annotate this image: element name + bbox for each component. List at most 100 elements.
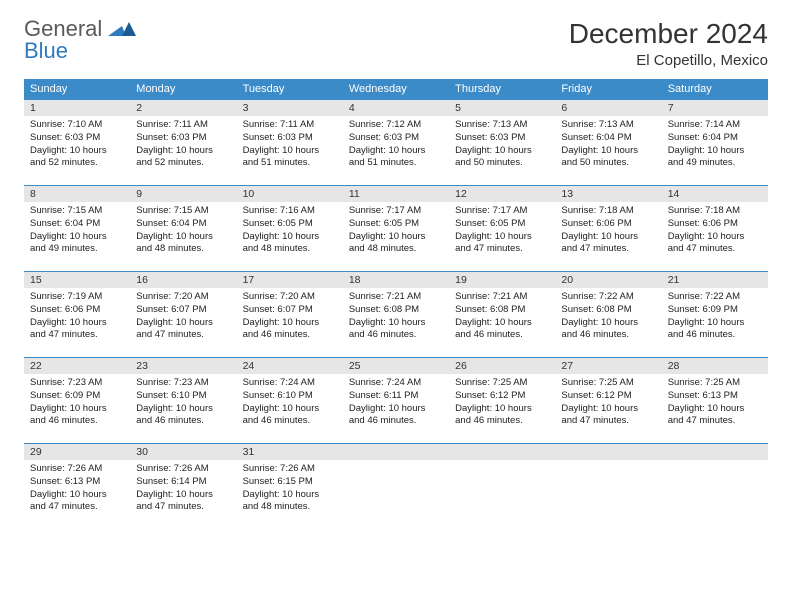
day-number: 22	[24, 358, 130, 374]
day-cell: 5Sunrise: 7:13 AMSunset: 6:03 PMDaylight…	[449, 100, 555, 186]
day-number: 11	[343, 186, 449, 202]
day-cell: 25Sunrise: 7:24 AMSunset: 6:11 PMDayligh…	[343, 358, 449, 444]
day-number: 26	[449, 358, 555, 374]
day-cell: 22Sunrise: 7:23 AMSunset: 6:09 PMDayligh…	[24, 358, 130, 444]
day-details: Sunrise: 7:22 AMSunset: 6:08 PMDaylight:…	[555, 288, 661, 346]
day-details: Sunrise: 7:25 AMSunset: 6:12 PMDaylight:…	[449, 374, 555, 432]
logo: General Blue	[24, 18, 136, 62]
day-number: 7	[662, 100, 768, 116]
header: General Blue December 2024 El Copetillo,…	[24, 18, 768, 69]
day-cell	[662, 444, 768, 530]
day-number: 13	[555, 186, 661, 202]
day-details: Sunrise: 7:21 AMSunset: 6:08 PMDaylight:…	[343, 288, 449, 346]
dow-header: Friday	[555, 79, 661, 100]
day-number: 10	[237, 186, 343, 202]
day-details: Sunrise: 7:22 AMSunset: 6:09 PMDaylight:…	[662, 288, 768, 346]
day-number-empty	[555, 444, 661, 460]
day-cell: 11Sunrise: 7:17 AMSunset: 6:05 PMDayligh…	[343, 186, 449, 272]
day-cell: 3Sunrise: 7:11 AMSunset: 6:03 PMDaylight…	[237, 100, 343, 186]
day-number: 25	[343, 358, 449, 374]
day-number-empty	[343, 444, 449, 460]
day-details: Sunrise: 7:26 AMSunset: 6:14 PMDaylight:…	[130, 460, 236, 518]
dow-header: Saturday	[662, 79, 768, 100]
day-number: 16	[130, 272, 236, 288]
day-number-empty	[449, 444, 555, 460]
day-details: Sunrise: 7:10 AMSunset: 6:03 PMDaylight:…	[24, 116, 130, 174]
day-details: Sunrise: 7:13 AMSunset: 6:03 PMDaylight:…	[449, 116, 555, 174]
day-cell	[555, 444, 661, 530]
dow-header: Wednesday	[343, 79, 449, 100]
day-number: 24	[237, 358, 343, 374]
day-cell: 30Sunrise: 7:26 AMSunset: 6:14 PMDayligh…	[130, 444, 236, 530]
day-cell: 26Sunrise: 7:25 AMSunset: 6:12 PMDayligh…	[449, 358, 555, 444]
page-title: December 2024	[569, 18, 768, 50]
day-cell: 27Sunrise: 7:25 AMSunset: 6:12 PMDayligh…	[555, 358, 661, 444]
day-number: 29	[24, 444, 130, 460]
day-number: 6	[555, 100, 661, 116]
week-row: 29Sunrise: 7:26 AMSunset: 6:13 PMDayligh…	[24, 444, 768, 530]
day-details: Sunrise: 7:19 AMSunset: 6:06 PMDaylight:…	[24, 288, 130, 346]
day-details: Sunrise: 7:20 AMSunset: 6:07 PMDaylight:…	[130, 288, 236, 346]
day-details: Sunrise: 7:21 AMSunset: 6:08 PMDaylight:…	[449, 288, 555, 346]
day-cell: 14Sunrise: 7:18 AMSunset: 6:06 PMDayligh…	[662, 186, 768, 272]
day-details: Sunrise: 7:25 AMSunset: 6:13 PMDaylight:…	[662, 374, 768, 432]
day-details: Sunrise: 7:12 AMSunset: 6:03 PMDaylight:…	[343, 116, 449, 174]
day-details: Sunrise: 7:20 AMSunset: 6:07 PMDaylight:…	[237, 288, 343, 346]
day-number: 1	[24, 100, 130, 116]
day-number: 12	[449, 186, 555, 202]
day-cell: 24Sunrise: 7:24 AMSunset: 6:10 PMDayligh…	[237, 358, 343, 444]
day-number: 21	[662, 272, 768, 288]
day-number: 18	[343, 272, 449, 288]
day-details: Sunrise: 7:25 AMSunset: 6:12 PMDaylight:…	[555, 374, 661, 432]
calendar-table: SundayMondayTuesdayWednesdayThursdayFrid…	[24, 79, 768, 530]
day-cell: 6Sunrise: 7:13 AMSunset: 6:04 PMDaylight…	[555, 100, 661, 186]
day-cell: 19Sunrise: 7:21 AMSunset: 6:08 PMDayligh…	[449, 272, 555, 358]
day-details: Sunrise: 7:23 AMSunset: 6:10 PMDaylight:…	[130, 374, 236, 432]
day-cell: 2Sunrise: 7:11 AMSunset: 6:03 PMDaylight…	[130, 100, 236, 186]
day-number: 2	[130, 100, 236, 116]
day-number: 20	[555, 272, 661, 288]
day-details: Sunrise: 7:14 AMSunset: 6:04 PMDaylight:…	[662, 116, 768, 174]
day-number: 5	[449, 100, 555, 116]
day-details: Sunrise: 7:24 AMSunset: 6:11 PMDaylight:…	[343, 374, 449, 432]
day-number: 17	[237, 272, 343, 288]
day-number: 19	[449, 272, 555, 288]
day-cell: 20Sunrise: 7:22 AMSunset: 6:08 PMDayligh…	[555, 272, 661, 358]
day-cell: 29Sunrise: 7:26 AMSunset: 6:13 PMDayligh…	[24, 444, 130, 530]
day-number: 14	[662, 186, 768, 202]
day-cell: 7Sunrise: 7:14 AMSunset: 6:04 PMDaylight…	[662, 100, 768, 186]
day-cell: 15Sunrise: 7:19 AMSunset: 6:06 PMDayligh…	[24, 272, 130, 358]
day-cell: 28Sunrise: 7:25 AMSunset: 6:13 PMDayligh…	[662, 358, 768, 444]
week-row: 22Sunrise: 7:23 AMSunset: 6:09 PMDayligh…	[24, 358, 768, 444]
day-cell: 8Sunrise: 7:15 AMSunset: 6:04 PMDaylight…	[24, 186, 130, 272]
week-row: 1Sunrise: 7:10 AMSunset: 6:03 PMDaylight…	[24, 100, 768, 186]
day-details: Sunrise: 7:15 AMSunset: 6:04 PMDaylight:…	[130, 202, 236, 260]
day-cell: 4Sunrise: 7:12 AMSunset: 6:03 PMDaylight…	[343, 100, 449, 186]
day-cell: 21Sunrise: 7:22 AMSunset: 6:09 PMDayligh…	[662, 272, 768, 358]
day-details: Sunrise: 7:16 AMSunset: 6:05 PMDaylight:…	[237, 202, 343, 260]
day-cell: 18Sunrise: 7:21 AMSunset: 6:08 PMDayligh…	[343, 272, 449, 358]
day-number: 27	[555, 358, 661, 374]
day-number: 4	[343, 100, 449, 116]
logo-text: General Blue	[24, 18, 136, 62]
day-details: Sunrise: 7:13 AMSunset: 6:04 PMDaylight:…	[555, 116, 661, 174]
day-details: Sunrise: 7:15 AMSunset: 6:04 PMDaylight:…	[24, 202, 130, 260]
day-details: Sunrise: 7:17 AMSunset: 6:05 PMDaylight:…	[449, 202, 555, 260]
day-number: 31	[237, 444, 343, 460]
week-row: 8Sunrise: 7:15 AMSunset: 6:04 PMDaylight…	[24, 186, 768, 272]
day-details: Sunrise: 7:11 AMSunset: 6:03 PMDaylight:…	[237, 116, 343, 174]
day-number: 30	[130, 444, 236, 460]
day-details: Sunrise: 7:26 AMSunset: 6:15 PMDaylight:…	[237, 460, 343, 518]
day-number: 8	[24, 186, 130, 202]
day-of-week-row: SundayMondayTuesdayWednesdayThursdayFrid…	[24, 79, 768, 100]
day-number-empty	[662, 444, 768, 460]
dow-header: Thursday	[449, 79, 555, 100]
location-label: El Copetillo, Mexico	[569, 52, 768, 69]
dow-header: Tuesday	[237, 79, 343, 100]
day-details: Sunrise: 7:24 AMSunset: 6:10 PMDaylight:…	[237, 374, 343, 432]
day-cell: 17Sunrise: 7:20 AMSunset: 6:07 PMDayligh…	[237, 272, 343, 358]
day-cell	[343, 444, 449, 530]
day-details: Sunrise: 7:11 AMSunset: 6:03 PMDaylight:…	[130, 116, 236, 174]
dow-header: Monday	[130, 79, 236, 100]
day-cell: 12Sunrise: 7:17 AMSunset: 6:05 PMDayligh…	[449, 186, 555, 272]
